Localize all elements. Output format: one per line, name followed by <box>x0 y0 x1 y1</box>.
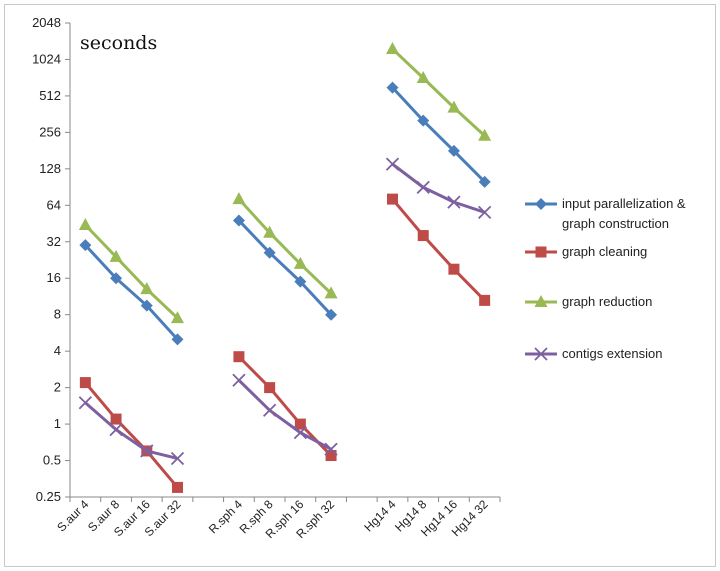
data-point <box>417 230 429 242</box>
series-line <box>391 86 486 183</box>
legend-label: graph reduction <box>562 294 652 309</box>
data-point <box>386 41 399 54</box>
y-tick-label: 16 <box>47 270 61 285</box>
data-point <box>110 413 122 425</box>
chart-title: seconds <box>80 32 157 54</box>
data-point <box>385 157 400 171</box>
series-4 <box>78 157 492 466</box>
data-point <box>293 425 307 440</box>
y-tick-label: 1024 <box>32 51 61 66</box>
data-point <box>109 422 123 437</box>
data-point <box>535 246 547 258</box>
data-point <box>447 195 461 209</box>
x-tick-label: Hg14 4 <box>361 497 398 534</box>
series-1 <box>79 81 491 346</box>
data-point <box>79 239 92 252</box>
data-point <box>535 198 547 210</box>
data-point <box>232 373 246 387</box>
y-tick-label: 512 <box>39 88 61 103</box>
data-point <box>171 311 184 324</box>
data-point <box>232 214 245 227</box>
data-point <box>79 377 91 389</box>
data-point <box>416 180 430 195</box>
data-point <box>534 295 548 307</box>
data-point <box>478 175 491 188</box>
data-point <box>325 450 337 462</box>
data-point <box>534 347 548 361</box>
y-tick-label: 2 <box>54 380 61 395</box>
data-point <box>416 70 430 83</box>
series-line <box>391 162 486 214</box>
data-point <box>140 444 154 458</box>
data-point <box>232 192 246 205</box>
data-point <box>324 286 338 299</box>
y-tick-label: 0.25 <box>36 489 61 504</box>
data-point <box>172 481 183 493</box>
data-point <box>447 144 460 157</box>
y-tick-label: 0.5 <box>43 453 61 468</box>
data-point <box>109 249 123 262</box>
legend-label: contigs extension <box>562 346 662 361</box>
data-point <box>110 272 123 285</box>
series-line <box>391 47 486 137</box>
data-point <box>170 451 185 466</box>
series-line <box>237 219 333 316</box>
data-point <box>448 263 460 275</box>
data-point <box>325 308 338 321</box>
y-tick-label: 64 <box>47 197 61 212</box>
legend-label: graph cleaning <box>562 244 647 259</box>
y-tick-label: 1 <box>54 416 61 431</box>
data-point <box>140 299 153 312</box>
legend-entry: graph cleaning <box>525 244 647 259</box>
data-point <box>140 282 154 295</box>
data-point <box>78 218 92 231</box>
data-point <box>233 351 245 363</box>
series-line <box>84 244 179 341</box>
series-2 <box>79 193 491 493</box>
data-point <box>171 333 184 346</box>
data-point <box>264 382 276 394</box>
series-line <box>237 379 332 451</box>
y-tick-label: 2048 <box>32 15 61 30</box>
data-point <box>263 403 277 417</box>
data-point <box>78 396 92 410</box>
data-point <box>263 246 276 259</box>
series-3 <box>78 41 492 324</box>
data-point <box>387 193 398 205</box>
data-point <box>447 100 461 113</box>
data-point <box>293 256 307 269</box>
data-point <box>478 205 492 219</box>
series-line <box>84 401 178 460</box>
y-tick-label: 4 <box>54 343 61 358</box>
data-point <box>324 442 338 456</box>
legend-label: graph construction <box>562 216 669 231</box>
data-point <box>386 81 399 94</box>
legend-label: input parallelization & <box>562 196 686 211</box>
legend-entry: contigs extension <box>525 346 662 361</box>
legend-entry: input parallelization & graph constructio… <box>525 196 686 231</box>
y-tick-label: 256 <box>39 124 61 139</box>
series-line <box>84 223 179 320</box>
y-tick-label: 8 <box>54 307 61 322</box>
legend-entry: graph reduction <box>525 294 652 309</box>
data-point <box>479 294 491 306</box>
y-tick-label: 128 <box>39 161 61 176</box>
series-line <box>237 198 333 295</box>
data-point <box>478 128 492 141</box>
series-line <box>84 381 179 489</box>
series-line <box>391 198 486 302</box>
data-point <box>294 275 307 288</box>
data-point <box>263 225 277 238</box>
data-point <box>417 114 430 127</box>
data-point <box>294 418 306 430</box>
y-tick-label: 32 <box>47 234 61 249</box>
